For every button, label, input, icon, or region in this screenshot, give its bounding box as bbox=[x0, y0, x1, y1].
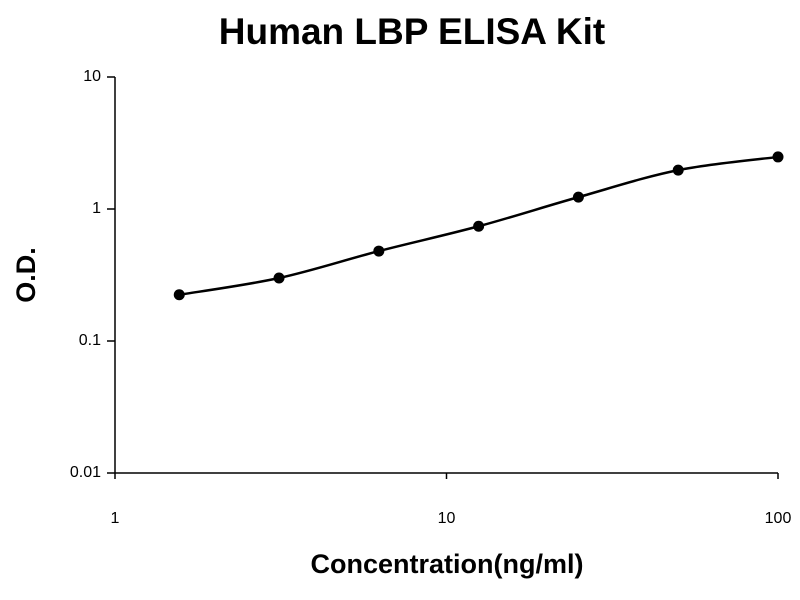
y-tick-label: 0.1 bbox=[79, 332, 101, 349]
x-tick-label: 1 bbox=[111, 510, 120, 527]
y-tick-label: 1 bbox=[92, 200, 101, 217]
data-point bbox=[373, 245, 385, 257]
x-axis-label: Concentration(ng/ml) bbox=[311, 549, 584, 579]
y-tick-label: 10 bbox=[83, 68, 101, 85]
chart-title: Human LBP ELISA Kit bbox=[219, 11, 605, 52]
x-tick-label: 10 bbox=[438, 510, 456, 527]
y-axis-label: O.D. bbox=[11, 247, 41, 303]
data-point bbox=[772, 151, 784, 163]
data-point bbox=[473, 220, 485, 232]
data-point bbox=[273, 272, 285, 284]
data-point bbox=[672, 164, 684, 176]
x-tick-label: 100 bbox=[765, 510, 792, 527]
data-point bbox=[572, 191, 584, 203]
data-point bbox=[173, 289, 185, 301]
y-tick-label: 0.01 bbox=[70, 464, 101, 481]
